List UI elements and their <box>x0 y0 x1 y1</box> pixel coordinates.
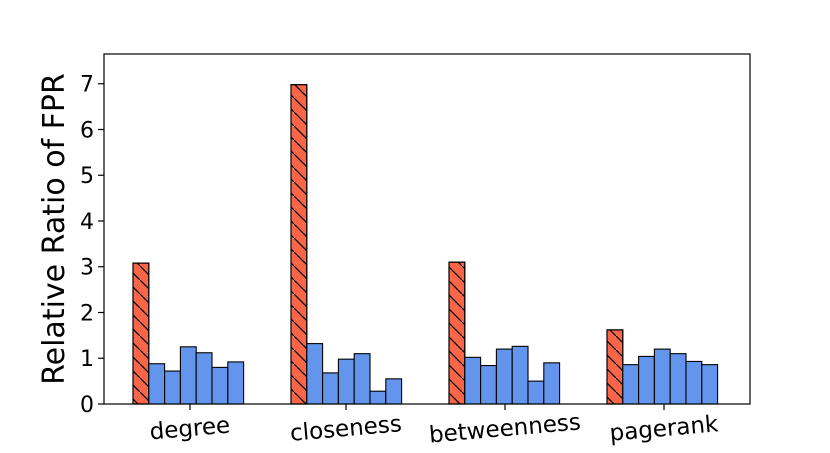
bar <box>622 364 640 405</box>
bar <box>337 358 355 405</box>
bar <box>306 343 324 405</box>
x-category-label: degree <box>149 413 232 446</box>
bar <box>543 362 561 405</box>
bar <box>164 370 181 405</box>
bar <box>495 348 513 405</box>
x-category-label: pagerank <box>609 411 720 446</box>
y-tick-label: 5 <box>80 164 94 189</box>
x-axis: degree closeness betweenness pagerank <box>149 404 720 449</box>
y-tick-label: 6 <box>80 118 94 143</box>
bar <box>179 346 197 405</box>
y-tick-label: 3 <box>80 256 94 281</box>
bar <box>653 348 671 405</box>
highlight-bar-hatch <box>606 329 624 405</box>
y-tick-label: 7 <box>80 73 94 98</box>
bar <box>701 364 719 405</box>
y-tick-label: 4 <box>80 210 94 235</box>
bars-layer <box>132 84 719 405</box>
highlight-bar-hatch <box>290 84 308 405</box>
bar <box>385 378 403 405</box>
axes-frame <box>103 53 751 405</box>
bar <box>369 390 387 405</box>
y-tick-label: 2 <box>80 301 94 326</box>
y-tick-label: 0 <box>80 393 94 418</box>
bar <box>195 352 213 405</box>
bar <box>527 380 545 405</box>
bar <box>353 353 371 405</box>
bar <box>480 365 497 405</box>
bar <box>211 366 229 405</box>
bar <box>685 360 703 405</box>
highlight-bar-hatch <box>448 261 466 405</box>
highlight-bar-hatch <box>132 262 150 405</box>
bar <box>322 372 339 405</box>
y-axis-title: Relative Ratio of FPR <box>37 73 72 385</box>
bar <box>638 355 655 405</box>
bar <box>464 356 482 405</box>
bar <box>227 361 245 405</box>
bar <box>669 353 687 405</box>
y-axis: 0 1 2 3 4 5 6 7 <box>80 73 104 418</box>
x-category-label: betweenness <box>428 409 582 448</box>
x-category-label: closeness <box>289 411 403 447</box>
y-tick-label: 1 <box>80 347 94 372</box>
bar <box>148 363 166 405</box>
bar <box>511 345 529 405</box>
